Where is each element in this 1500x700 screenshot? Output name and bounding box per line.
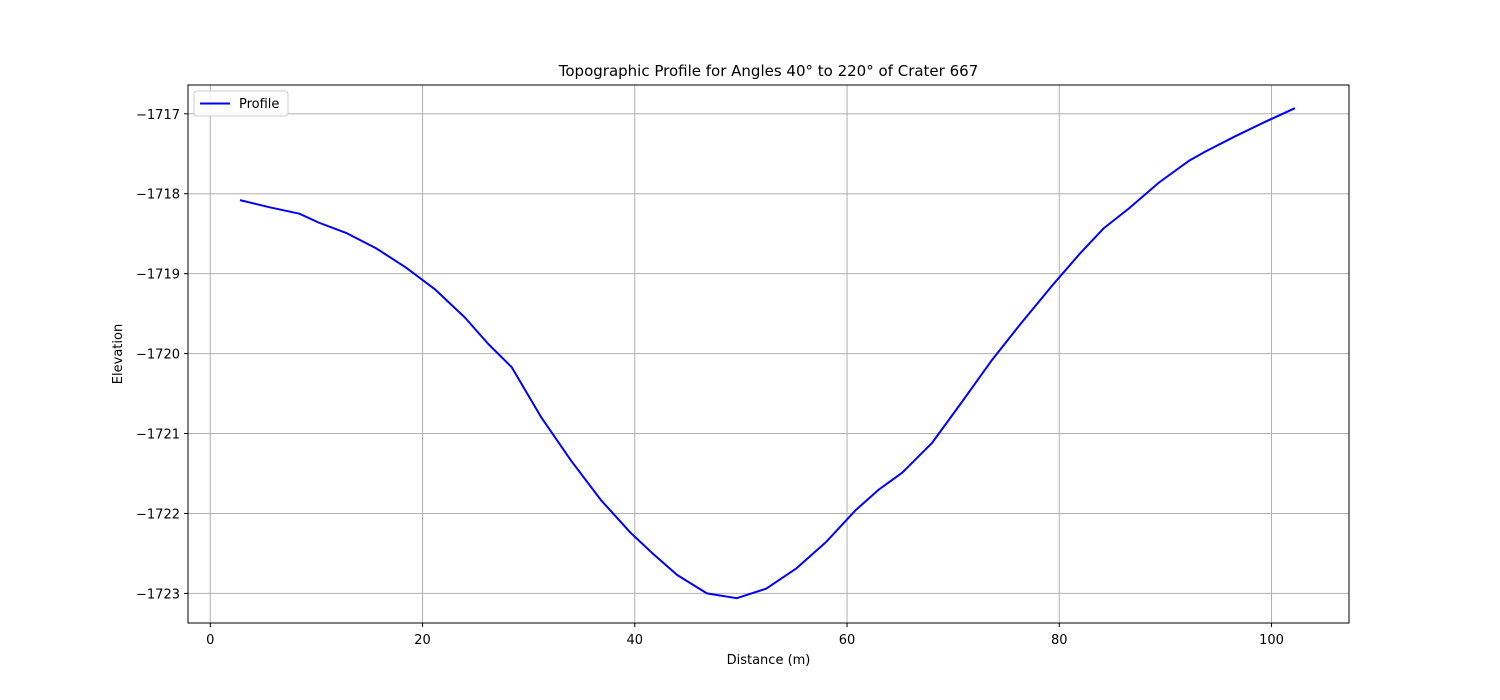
x-tick-label: 0 — [206, 633, 214, 648]
legend-box — [193, 90, 289, 117]
x-tick-label: 40 — [627, 633, 644, 648]
series-layer — [239, 107, 1296, 600]
y-tick-label: −1718 — [136, 188, 180, 203]
axis-ticks: 0 20 40 60 80 100 −1723 −1722 −1721 −1720 −1719 −17… — [136, 108, 1284, 648]
x-tick-label: 20 — [414, 633, 431, 648]
grid — [188, 85, 1349, 623]
series-line-profile — [239, 107, 1296, 600]
x-axis-label: Distance (m) — [727, 653, 811, 668]
legend: Profile — [193, 90, 289, 117]
x-tick-label: 60 — [839, 633, 856, 648]
y-tick-label: −1719 — [136, 268, 180, 283]
y-tick-label: −1722 — [136, 507, 180, 522]
y-tick-label: −1720 — [136, 348, 180, 363]
x-tick-label: 80 — [1051, 633, 1068, 648]
y-tick-label: −1717 — [136, 108, 180, 123]
y-tick-label: −1721 — [136, 428, 180, 443]
y-tick-label: −1723 — [136, 587, 180, 602]
y-axis-label: Elevation — [111, 324, 126, 384]
x-tick-label: 100 — [1259, 633, 1284, 648]
legend-label-profile: Profile — [239, 97, 279, 112]
chart-title: Topographic Profile for Angles 40° to 22… — [558, 62, 978, 80]
